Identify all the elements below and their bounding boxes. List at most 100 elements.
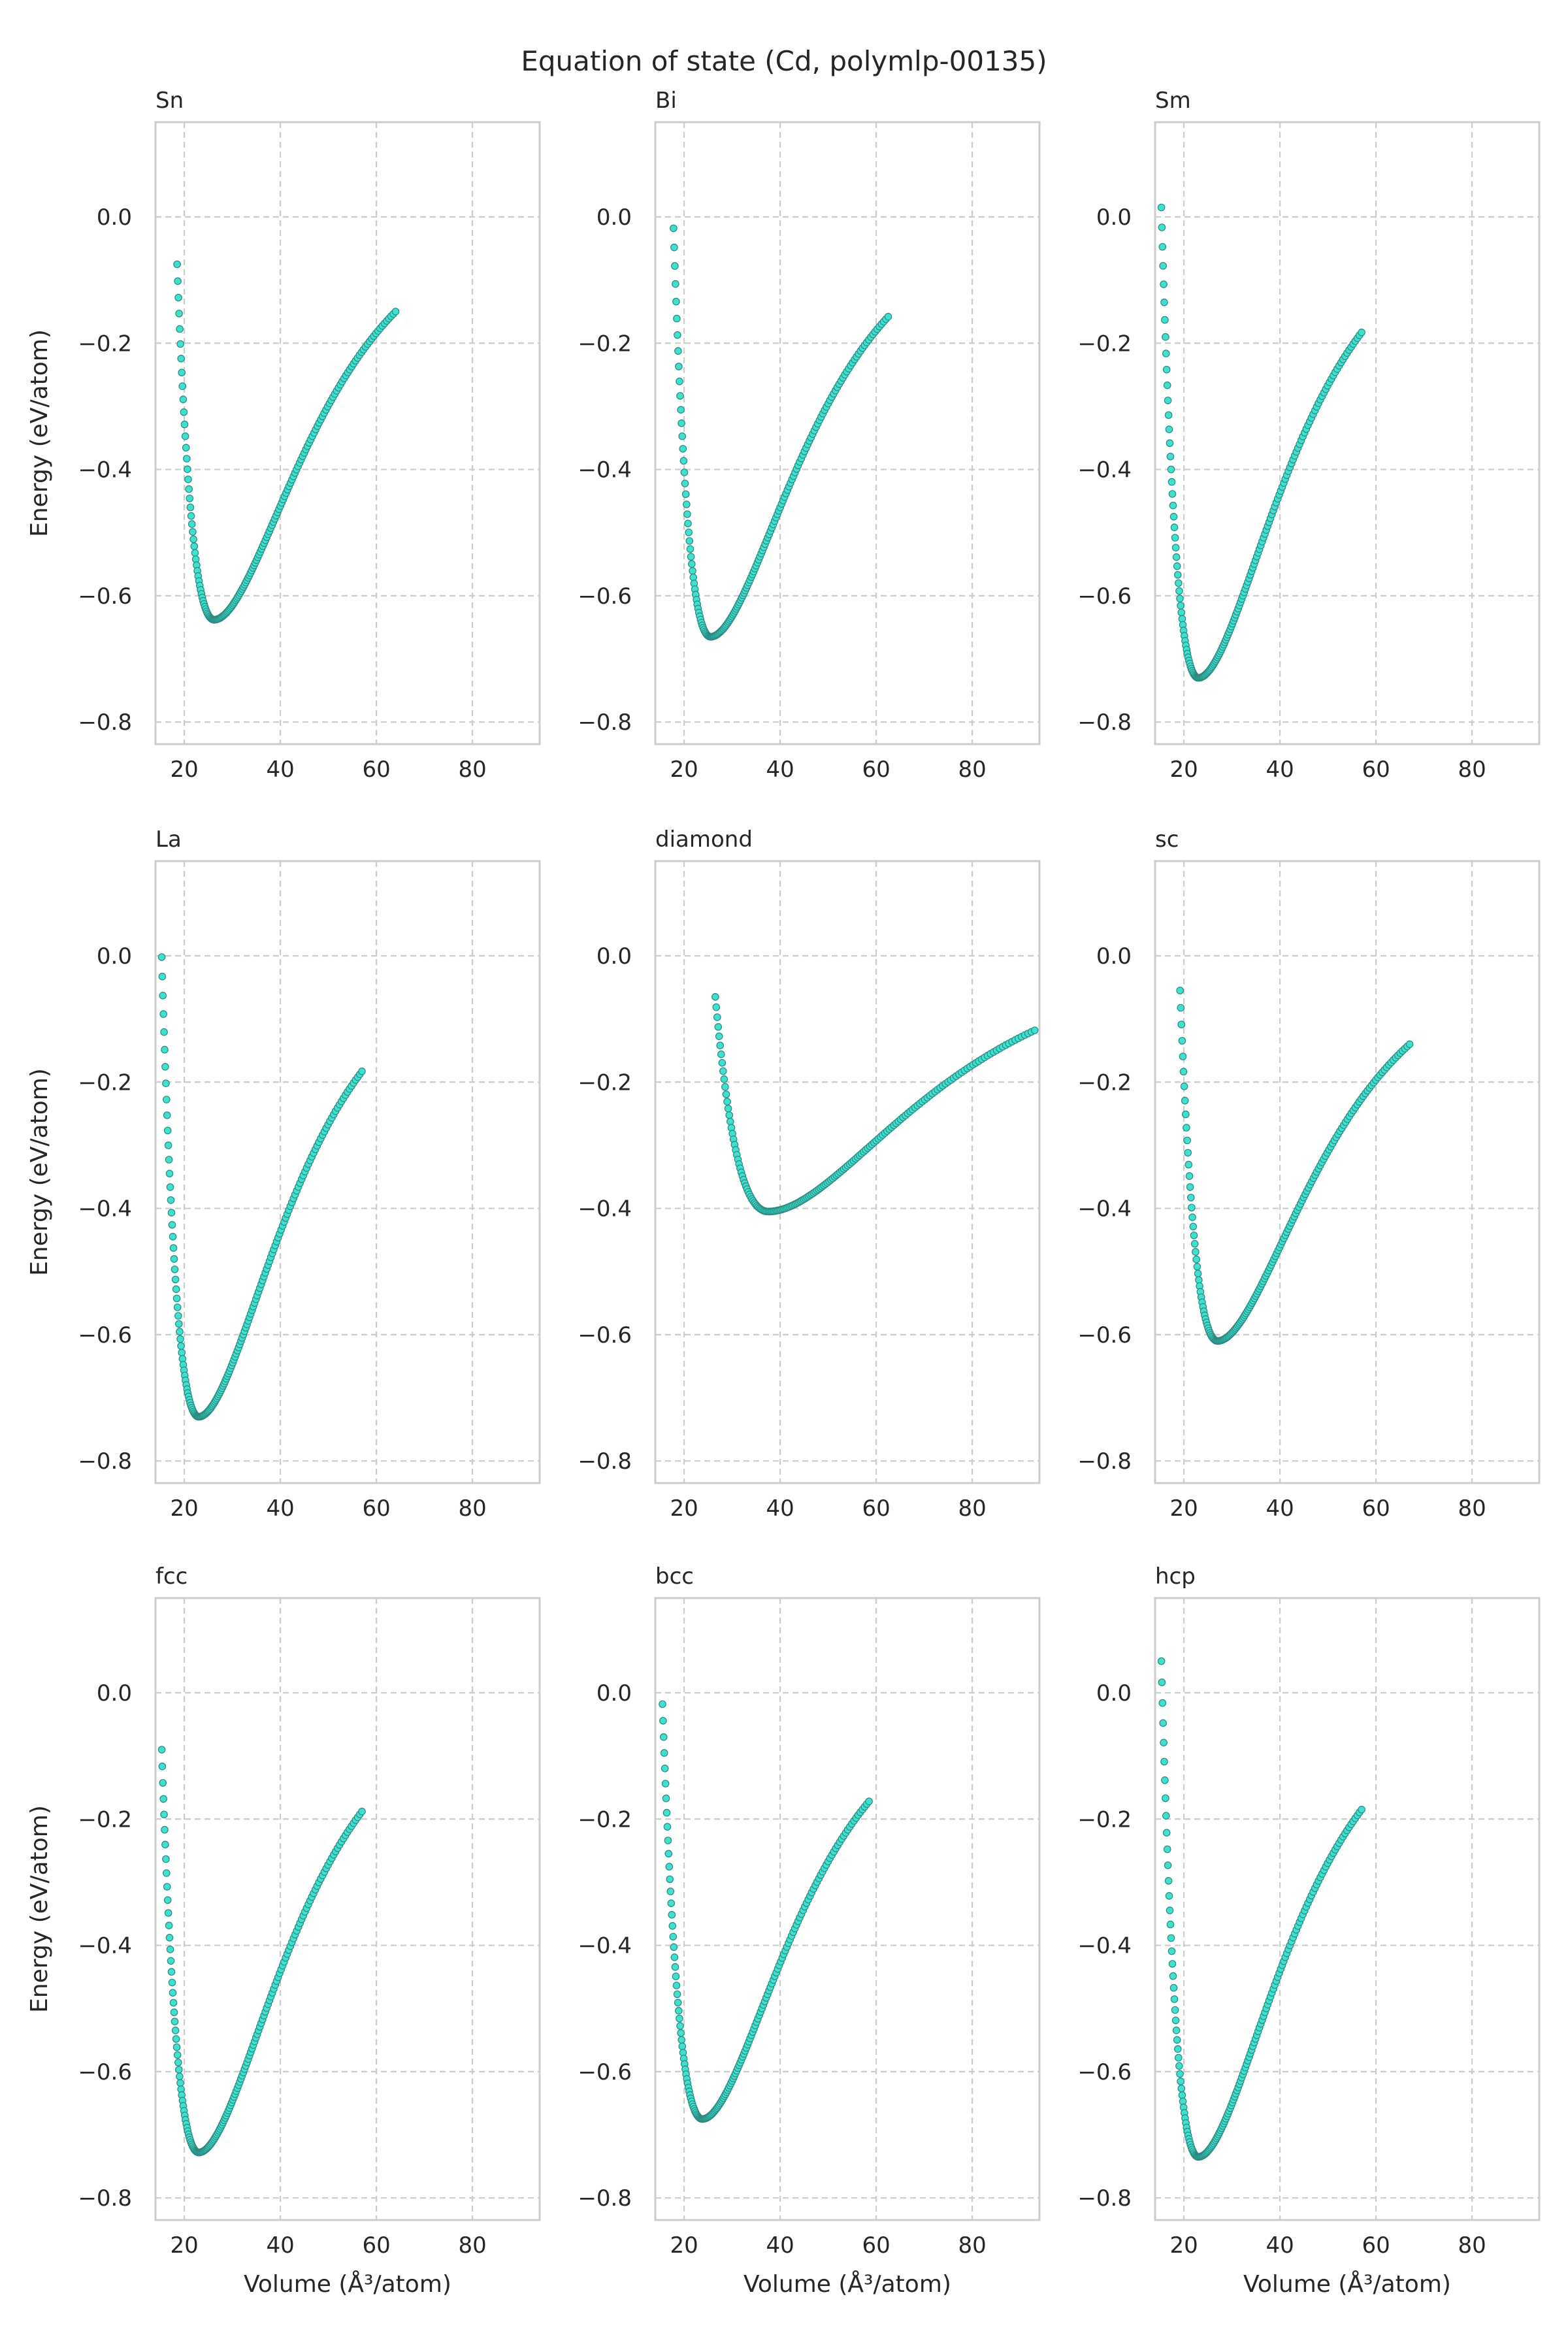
data-point [685,537,694,545]
data-point [1180,1083,1188,1090]
data-point [167,1209,176,1217]
data-point [668,1911,676,1919]
x-tick-label: 60 [1362,757,1390,783]
data-point [176,2079,184,2087]
data-point [186,503,195,512]
y-tick-label: −0.8 [78,710,132,736]
data-point [1190,1240,1199,1248]
data-point [162,1079,170,1087]
data-point [1162,1812,1170,1820]
data-point [1188,1213,1196,1221]
data-point [163,1111,171,1119]
axes-frame [654,121,1041,745]
data-point [1174,2045,1182,2053]
data-point [715,1032,723,1040]
x-tick-label: 40 [266,2232,294,2259]
data-point [1169,501,1177,510]
panel-Sm: Sm 20 40 60 80 0.0 −0.2 −0.4 −0.6 −0.8 [1077,88,1541,783]
data-point [660,1749,668,1757]
data-point [1175,2062,1183,2070]
data-point [1179,1068,1188,1076]
y-tick-label: 0.0 [596,204,632,231]
data-point [167,1968,176,1976]
data-point [165,1169,174,1178]
x-tick-label: 60 [862,2232,890,2259]
data-point [169,1999,178,2007]
y-axis-label: Energy (eV/atom) [26,1068,53,1276]
data-point [1157,203,1166,212]
data-point [678,419,685,427]
panel-La: La 20 40 60 80 0.0 −0.2 −0.4 −0.6 −0.8 Energy (eV/… [26,826,541,1522]
data-point [673,314,681,323]
data-point [168,1221,176,1229]
data-point [714,1023,723,1031]
data-point [686,545,694,553]
y-tick-label: −0.8 [78,2185,132,2212]
panel-title: hcp [1155,1563,1196,1590]
data-point [684,519,692,528]
data-point [679,445,687,453]
data-point [1184,1160,1193,1169]
y-tick-label: −0.6 [78,583,132,610]
data-point [675,2006,683,2015]
x-axis-label: Volume (Å³/atom) [743,2270,951,2298]
data-point [1166,452,1175,461]
data-point [685,529,693,536]
data-point [683,510,691,518]
data-point [166,1946,174,1953]
y-tick-label: −0.4 [1077,1933,1132,1959]
y-tick-label: −0.6 [78,1322,132,1348]
axes-frame [1154,860,1541,1484]
x-tick-label: 40 [766,2232,794,2259]
data-point [1164,1877,1173,1885]
y-tick-label: −0.6 [578,583,632,610]
data-point [176,2072,184,2081]
data-point [182,444,190,451]
panel-Sn: Sn 20 40 60 80 0.0 −0.2 −0.4 −0.6 −0.8 Energy (eV/… [26,88,541,783]
data-point [659,1733,668,1741]
data-point [687,553,695,561]
data-point [1161,316,1169,324]
data-point [172,1285,180,1293]
data-point [717,1050,725,1058]
x-axis-label: Volume (Å³/atom) [1243,2270,1451,2298]
data-point [662,1794,670,1803]
y-tick-label: 0.0 [1096,1680,1132,1707]
data-point [711,993,719,1001]
x-tick-label: 80 [958,2232,986,2259]
y-tick-label: 0.0 [97,1680,132,1707]
data-point [1169,1972,1177,1980]
data-point [664,1850,673,1858]
data-point [884,312,892,321]
data-point [1167,465,1175,474]
data-point [180,420,189,429]
data-point [1168,1947,1176,1955]
data-point [665,1863,674,1870]
y-tick-label: 0.0 [1096,943,1132,970]
data-point [674,1999,682,2007]
data-point [163,1896,172,1904]
data-point [670,243,678,252]
y-tick-label: −0.8 [1077,2185,1132,2212]
x-tick-label: 20 [170,757,198,783]
data-point [678,2042,687,2050]
data-point [666,1875,674,1884]
data-point [184,475,192,483]
data-point [159,1779,167,1787]
data-point [1166,439,1174,448]
data-point [180,408,188,416]
data-point [1162,1829,1171,1837]
data-point [1158,1699,1167,1707]
data-point [1177,2084,1185,2093]
data-point [174,277,182,286]
data-point [167,1196,175,1204]
y-tick-label: −0.4 [78,1196,132,1222]
data-point [662,1808,671,1817]
data-point [1192,1248,1200,1256]
data-point [161,1840,169,1849]
data-point [171,2027,180,2034]
x-tick-label: 40 [766,757,794,783]
data-point [188,520,196,528]
